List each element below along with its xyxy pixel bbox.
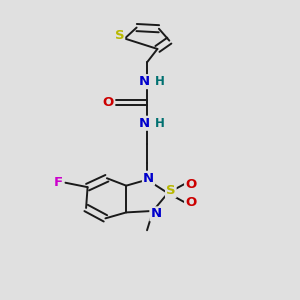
Text: N: N <box>143 172 154 185</box>
Text: O: O <box>185 178 196 191</box>
Text: O: O <box>185 196 196 208</box>
Text: F: F <box>54 176 63 189</box>
Text: N: N <box>150 207 161 220</box>
Text: N: N <box>139 75 150 88</box>
Text: H: H <box>154 75 164 88</box>
Text: S: S <box>166 184 175 197</box>
Text: N: N <box>139 117 150 130</box>
Text: O: O <box>103 96 114 109</box>
Text: S: S <box>115 29 124 42</box>
Text: H: H <box>154 117 164 130</box>
